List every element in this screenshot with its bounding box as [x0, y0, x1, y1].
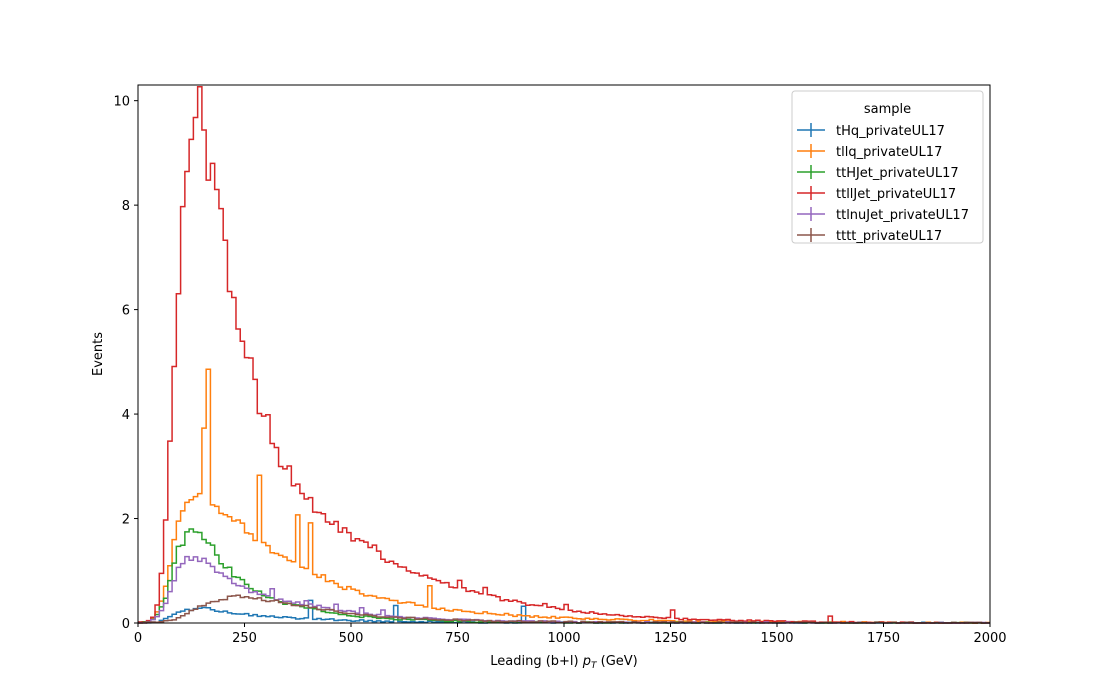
y-tick-label: 0: [122, 617, 130, 632]
legend-entries: tHq_privateUL17 tllq_privateUL17 ttHJet_pr…: [797, 123, 969, 244]
x-tick-label: 750: [445, 631, 470, 646]
legend-label: tHq_privateUL17: [836, 124, 945, 139]
legend-box: [791, 90, 984, 244]
legend-label: tttt_privateUL17: [836, 229, 942, 244]
x-tick-label: 1750: [867, 631, 900, 646]
x-tick-label: 250: [232, 631, 257, 646]
y-axis-label: Events: [91, 332, 106, 376]
legend-entry: ttlnuJet_privateUL17: [797, 207, 969, 223]
x-tick-label: 1250: [654, 631, 687, 646]
legend-entry: tttt_privateUL17: [797, 228, 942, 244]
axes-ticks: 0 250 500 750 1000 1250 1500 1750 2000 0 2 4 6 8 10: [113, 95, 1006, 646]
x-tick-label: 1000: [547, 631, 580, 646]
y-tick-label: 4: [122, 408, 130, 423]
x-tick-label: 2000: [973, 631, 1006, 646]
legend-entry: ttllJet_privateUL17: [797, 186, 956, 202]
x-axis-label: Leading (b+l) pT (GeV): [490, 654, 638, 671]
axes-frame: [137, 84, 991, 624]
x-tick-label: 500: [339, 631, 364, 646]
legend-entry: ttHJet_privateUL17: [797, 165, 959, 181]
legend-title: sample: [864, 102, 911, 117]
legend-label: ttllJet_privateUL17: [836, 187, 956, 202]
legend-label: tllq_privateUL17: [836, 145, 942, 160]
legend-label: ttHJet_privateUL17: [836, 166, 959, 181]
x-tick-label: 1500: [760, 631, 793, 646]
y-tick-label: 2: [122, 513, 130, 528]
legend-label: ttlnuJet_privateUL17: [836, 208, 969, 223]
y-tick-label: 6: [122, 304, 130, 319]
legend-entry: tHq_privateUL17: [797, 123, 945, 139]
y-tick-label: 10: [113, 95, 130, 110]
x-tick-label: 0: [134, 631, 142, 646]
legend-entry: tllq_privateUL17: [797, 144, 942, 160]
legend: sample tHq_privateUL17 tllq_privateUL17tt…: [791, 90, 984, 244]
y-tick-label: 8: [122, 199, 130, 214]
